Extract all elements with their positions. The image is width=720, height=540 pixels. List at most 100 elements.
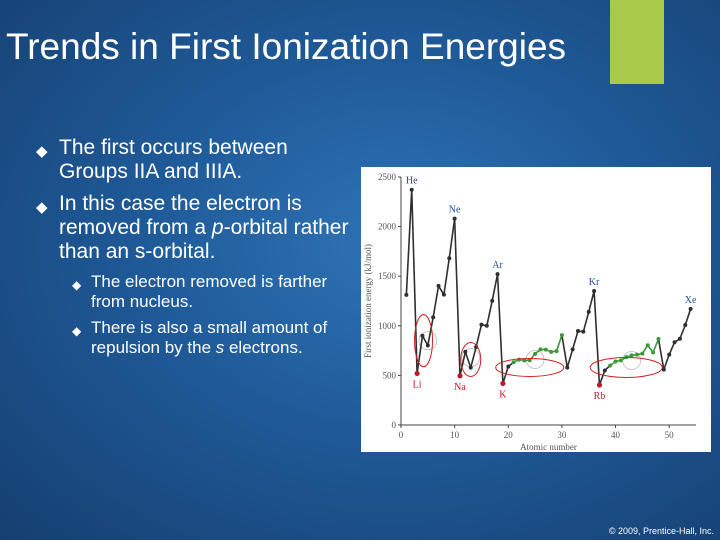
data-point xyxy=(651,350,656,355)
data-point xyxy=(576,329,580,334)
series-line-segment xyxy=(405,189,413,295)
series-line-segment xyxy=(561,334,569,368)
series-line-segment xyxy=(469,346,477,368)
element-label-kr: Kr xyxy=(589,277,600,288)
bullet-text-2-pre: In this case the electron is removed fro… xyxy=(59,192,302,239)
y-tick-label: 1000 xyxy=(378,321,397,331)
ionization-energy-chart: 0 500 1000 1500 2000 2500 0 10 20 30 40 50 Atomic nu… xyxy=(361,167,711,452)
y-tick-label: 1500 xyxy=(378,271,397,281)
data-point xyxy=(463,349,468,354)
data-point xyxy=(618,358,623,363)
data-point xyxy=(608,363,613,368)
data-point xyxy=(441,292,446,297)
element-label-rb: Rb xyxy=(594,391,606,402)
series-line-segment xyxy=(657,338,665,370)
data-point xyxy=(543,347,548,352)
y-tick-label: 2500 xyxy=(378,172,397,182)
bullet-list: ◆ The first occurs between Groups IIA an… xyxy=(36,136,356,364)
y-tick-label: 2000 xyxy=(378,222,397,232)
data-point xyxy=(635,352,639,357)
data-point xyxy=(602,368,607,373)
data-point xyxy=(554,349,559,354)
series-line-segment xyxy=(679,324,687,340)
bullet-text-2-post: -orbital rather than an s-orbital. xyxy=(59,216,349,263)
data-point xyxy=(645,343,650,348)
series-line-segment xyxy=(410,189,418,374)
data-point xyxy=(549,349,554,354)
element-label-ar: Ar xyxy=(492,260,503,271)
series-line-segment xyxy=(496,274,504,384)
chart-canvas: 0 500 1000 1500 2000 2500 0 10 20 30 40 50 Atomic nu… xyxy=(363,172,697,452)
series-line-segment xyxy=(582,311,590,332)
series-line-segment xyxy=(491,273,499,302)
element-label-xe: Xe xyxy=(685,295,697,306)
element-label-he: He xyxy=(406,176,418,187)
data-point xyxy=(629,353,634,358)
series-line-segment xyxy=(416,335,424,374)
data-point xyxy=(522,358,527,363)
data-point xyxy=(409,187,414,192)
diamond-icon: ◆ xyxy=(72,324,82,338)
series-line-segment xyxy=(448,218,456,259)
x-tick-label: 10 xyxy=(450,430,460,440)
annotated-point xyxy=(414,370,420,377)
series-line-segment xyxy=(587,290,595,313)
red-highlight-ellipse xyxy=(460,342,482,378)
element-label-li: Li xyxy=(413,379,422,390)
sub-bullet-text-2-pre: There is also a small amount of repulsio… xyxy=(91,318,328,357)
series-line-segment xyxy=(593,290,601,386)
data-point xyxy=(484,323,489,328)
series-line-segment xyxy=(684,308,692,326)
y-axis-label: First ionization energy (kJ/mol) xyxy=(363,244,373,358)
x-tick-label: 40 xyxy=(611,430,621,440)
series-line-segment xyxy=(432,285,440,318)
x-tick-label: 20 xyxy=(504,430,514,440)
series-line-segment xyxy=(427,317,434,346)
data-point xyxy=(570,347,575,352)
data-point xyxy=(495,272,500,277)
x-tick-label: 30 xyxy=(557,430,567,440)
y-tick-label: 0 xyxy=(392,420,397,430)
diamond-icon: ◆ xyxy=(36,143,48,160)
bullet-item: ◆ In this case the electron is removed f… xyxy=(36,192,356,264)
diamond-icon: ◆ xyxy=(72,278,82,292)
sub-bullet-item: ◆ There is also a small amount of repuls… xyxy=(72,318,356,358)
data-point xyxy=(565,365,570,370)
data-point xyxy=(581,329,586,334)
slide-title: Trends in First Ionization Energies xyxy=(6,26,567,67)
annotated-point xyxy=(596,382,603,388)
diamond-icon: ◆ xyxy=(36,199,48,216)
series-line-segment xyxy=(486,300,493,326)
series-line-segment xyxy=(663,354,670,370)
copyright-notice: © 2009, Prentice-Hall, Inc. xyxy=(608,526,714,536)
data-point xyxy=(452,216,457,221)
series-line-segment xyxy=(668,341,676,355)
series-line-segment xyxy=(555,334,563,352)
data-point xyxy=(688,306,693,311)
data-point xyxy=(640,351,645,356)
data-point xyxy=(677,336,682,341)
data-point xyxy=(468,365,473,370)
annotated-point xyxy=(500,380,506,387)
data-point xyxy=(527,358,532,363)
red-highlight-ellipse xyxy=(495,357,565,377)
data-point xyxy=(667,352,672,357)
data-point xyxy=(538,347,543,352)
data-point xyxy=(656,336,661,341)
data-point xyxy=(490,298,495,303)
x-tick-label: 0 xyxy=(399,430,404,440)
series-line-segment xyxy=(475,324,483,348)
series-line-segment xyxy=(464,351,472,368)
data-point xyxy=(683,323,688,328)
data-point xyxy=(404,292,409,297)
data-point xyxy=(479,322,484,327)
data-point xyxy=(506,364,511,369)
sub-bullet-text-2-post: electrons. xyxy=(224,338,303,357)
red-highlight-ellipse xyxy=(589,356,663,378)
data-point xyxy=(533,351,538,356)
series-line-segment xyxy=(453,218,461,376)
element-label-na: Na xyxy=(454,382,466,393)
data-point xyxy=(661,367,666,372)
annotated-point xyxy=(457,373,463,379)
series-line-segment xyxy=(652,338,660,353)
